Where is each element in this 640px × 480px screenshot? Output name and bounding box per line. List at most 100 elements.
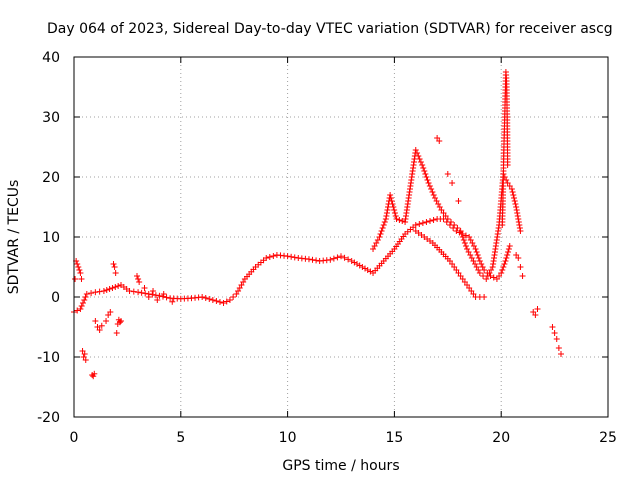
data-point: [423, 219, 430, 225]
data-point: [516, 222, 523, 228]
data-point: [100, 288, 107, 294]
data-marks: [71, 69, 565, 380]
data-point: [473, 249, 480, 255]
data-point: [367, 268, 374, 275]
data-point: [163, 294, 170, 301]
data-point: [160, 293, 166, 300]
chart-title: Day 064 of 2023, Sidereal Day-to-day VTE…: [47, 21, 613, 37]
data-point: [499, 267, 506, 273]
data-point: [430, 192, 437, 198]
data-point: [478, 261, 485, 267]
data-point: [142, 290, 149, 297]
data-point: [149, 291, 156, 298]
data-point: [362, 265, 369, 272]
data-point: [517, 264, 524, 270]
y-tick-label: -10: [37, 350, 60, 366]
data-point: [419, 220, 426, 226]
data-point: [387, 192, 394, 198]
data-point: [392, 213, 399, 219]
data-point: [76, 267, 83, 273]
data-point: [427, 218, 433, 224]
grid: [74, 57, 608, 417]
data-point: [444, 171, 451, 177]
data-point: [517, 228, 524, 234]
data-point: [425, 180, 432, 186]
data-point: [504, 162, 511, 168]
data-point: [378, 228, 385, 234]
data-point: [330, 255, 337, 262]
data-point: [112, 270, 119, 276]
data-point: [230, 294, 237, 300]
data-point: [511, 195, 518, 201]
data-point: [455, 198, 462, 204]
data-point: [412, 147, 419, 153]
data-point: [305, 256, 312, 263]
data-point: [106, 286, 113, 292]
data-point: [462, 232, 469, 239]
data-point: [389, 201, 396, 207]
data-point: [504, 252, 511, 258]
data-point: [150, 288, 157, 294]
data-point: [364, 267, 371, 273]
data-point: [510, 192, 517, 198]
data-point: [391, 207, 398, 213]
data-point: [82, 294, 89, 300]
x-tick-label: 10: [279, 430, 297, 446]
data-point: [141, 285, 148, 291]
data-point: [78, 303, 85, 309]
data-point: [199, 294, 206, 300]
data-point: [160, 291, 167, 297]
data-point: [498, 270, 505, 276]
data-point: [424, 177, 431, 183]
data-point: [412, 222, 419, 228]
data-point: [351, 259, 358, 266]
data-point: [509, 189, 516, 195]
data-point: [393, 216, 400, 222]
axis-ticks: [73, 56, 609, 418]
data-point: [391, 210, 398, 216]
data-point: [113, 330, 120, 336]
data-point: [422, 171, 429, 177]
data-point: [135, 289, 142, 296]
data-point: [77, 270, 84, 276]
data-point: [506, 243, 513, 249]
data-point: [92, 318, 99, 324]
data-point: [91, 370, 98, 377]
data-point: [96, 327, 103, 333]
data-point: [481, 294, 488, 300]
data-point: [515, 219, 522, 225]
data-point: [476, 270, 483, 276]
y-axis-label: SDTVAR / TECUs: [6, 180, 22, 295]
data-point: [213, 298, 220, 304]
data-point: [515, 255, 522, 261]
data-point: [152, 292, 159, 299]
x-tick-label: 25: [599, 430, 617, 446]
data-point: [263, 255, 270, 261]
data-point: [500, 264, 507, 270]
data-point: [115, 283, 122, 289]
y-tick-label: 40: [42, 50, 60, 66]
data-point: [396, 217, 403, 223]
data-point: [216, 299, 223, 305]
data-point: [503, 255, 510, 261]
data-point: [501, 261, 508, 267]
data-point: [476, 258, 483, 264]
data-point: [461, 240, 468, 246]
data-point: [380, 222, 387, 228]
data-point: [514, 210, 521, 216]
data-point: [202, 295, 209, 301]
data-point: [82, 357, 89, 363]
data-point: [134, 273, 141, 279]
data-point: [92, 289, 99, 296]
x-tick-label: 20: [492, 430, 510, 446]
x-tick-labels: 0 5 10 15 20 25: [70, 430, 617, 446]
y-tick-label: -20: [37, 410, 60, 426]
data-point: [512, 201, 519, 207]
data-point: [420, 165, 427, 171]
data-point: [130, 288, 137, 295]
data-point: [75, 264, 82, 270]
data-point: [448, 219, 455, 225]
data-point: [416, 156, 423, 162]
data-point: [481, 267, 488, 273]
data-point: [169, 298, 176, 305]
